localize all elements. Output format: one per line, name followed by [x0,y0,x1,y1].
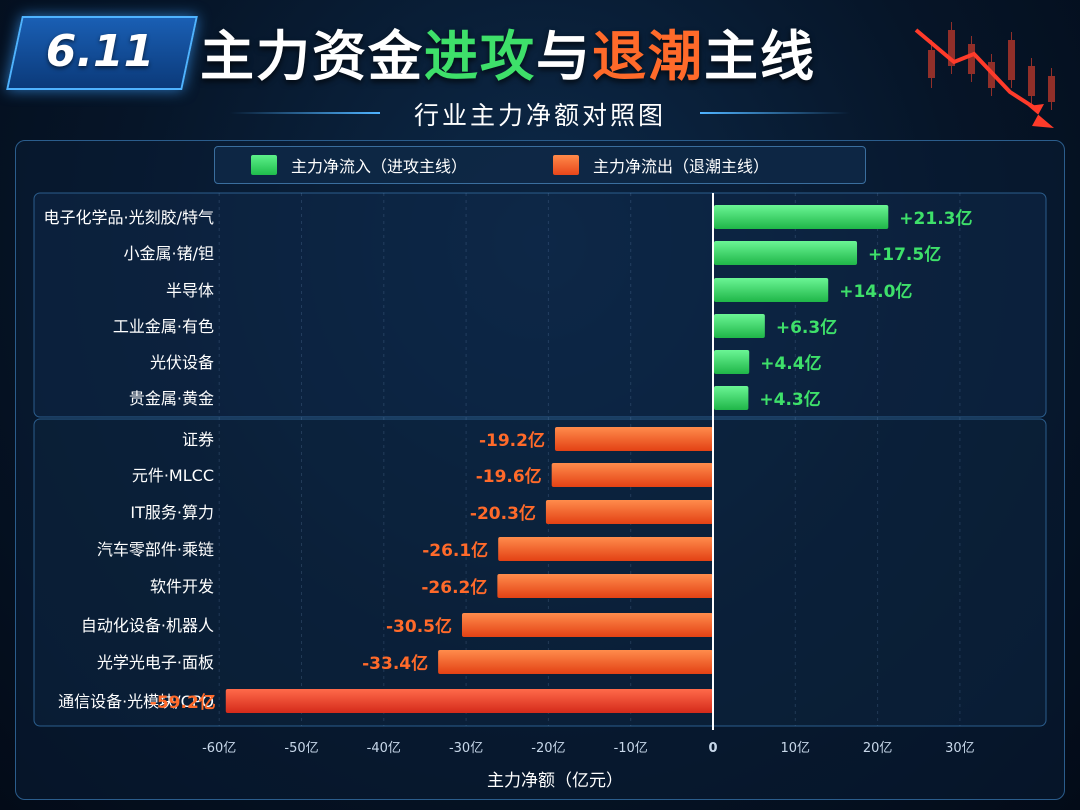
title-part-1: 主力资金 [200,24,424,88]
bar [545,500,713,524]
data-label: -19.6亿 [476,466,542,487]
subtitle-line-left [230,112,380,114]
bar [714,314,765,338]
legend-inflow-label: 主力净流入（进攻主线） [291,157,468,176]
page-title: 主力资金 进攻与退潮 主线 [200,14,816,88]
tick-label: -30亿 [449,741,483,756]
category-label: 元件·MLCC [132,466,214,485]
category-label: 贵金属·黄金 [129,389,214,408]
subtitle-line-right [700,112,850,114]
category-label: 光学光电子·面板 [97,653,214,672]
bar [714,386,749,410]
legend-inflow-swatch [251,155,277,175]
legend-outflow: 主力净流出（退潮主线） [553,153,769,177]
legend-inflow: 主力净流入（进攻主线） [251,153,467,177]
bar [554,427,713,451]
category-label: IT服务·算力 [130,503,214,522]
tick-label: 30亿 [945,741,975,756]
bar [461,613,713,637]
bar [438,650,713,674]
data-label: -26.2亿 [421,577,487,598]
bar [714,350,750,374]
category-label: 软件开发 [150,577,214,596]
chart-subtitle: 行业主力净额对照图 [413,101,666,130]
legend-outflow-label: 主力净流出（退潮主线） [593,157,770,176]
outflow-group-box [33,418,1047,727]
falling-candlestick-icon [914,22,1055,128]
data-label: +17.5亿 [868,244,941,265]
category-label: 电子化学品·光刻胶/特气 [44,208,214,227]
data-label: -59.2亿 [150,692,216,713]
bar [714,278,829,302]
tick-label: -40亿 [367,741,401,756]
bar [714,241,858,265]
date-text: 6.11 [45,25,155,77]
data-label: -30.5亿 [386,616,452,637]
data-label: +21.3亿 [899,208,972,229]
data-label: -26.1亿 [422,540,488,561]
tick-label: 0 [708,741,717,756]
x-axis-label: 主力净额（亿元） [487,771,623,791]
category-label: 半导体 [166,281,214,300]
category-label: 光伏设备 [150,353,214,372]
data-label: -19.2亿 [479,430,545,451]
bar [225,689,713,713]
chart-legend: 主力净流入（进攻主线） 主力净流出（退潮主线） [214,146,866,184]
legend-outflow-swatch [553,155,580,175]
tick-label: -60亿 [202,741,236,756]
tick-label: -20亿 [531,741,565,756]
title-part-2: 进攻 [424,24,536,88]
tick-label: 10亿 [781,741,811,756]
data-label: +6.3亿 [776,317,837,338]
category-label: 工业金属·有色 [113,317,214,336]
bar [551,463,713,487]
bar [497,574,713,598]
tick-label: 20亿 [863,741,893,756]
tick-label: -50亿 [284,741,318,756]
data-label: +4.4亿 [760,353,821,374]
category-label: 证券 [182,430,214,449]
category-label: 汽车零部件·乘链 [97,540,214,559]
category-label: 自动化设备·机器人 [81,616,214,635]
category-label: 通信设备·光模块/CPO [58,692,214,711]
tick-label: -10亿 [614,741,648,756]
data-label: -33.4亿 [362,653,428,674]
data-label: +4.3亿 [759,389,820,410]
bar [714,205,889,229]
category-label: 小金属·锗/钽 [124,244,214,263]
data-label: +14.0亿 [839,281,912,302]
data-label: -20.3亿 [470,503,536,524]
title-part-4: 退潮 [592,24,704,88]
title-part-3: 与 [536,24,592,88]
title-part-5: 主线 [704,24,816,88]
bar [498,537,713,561]
